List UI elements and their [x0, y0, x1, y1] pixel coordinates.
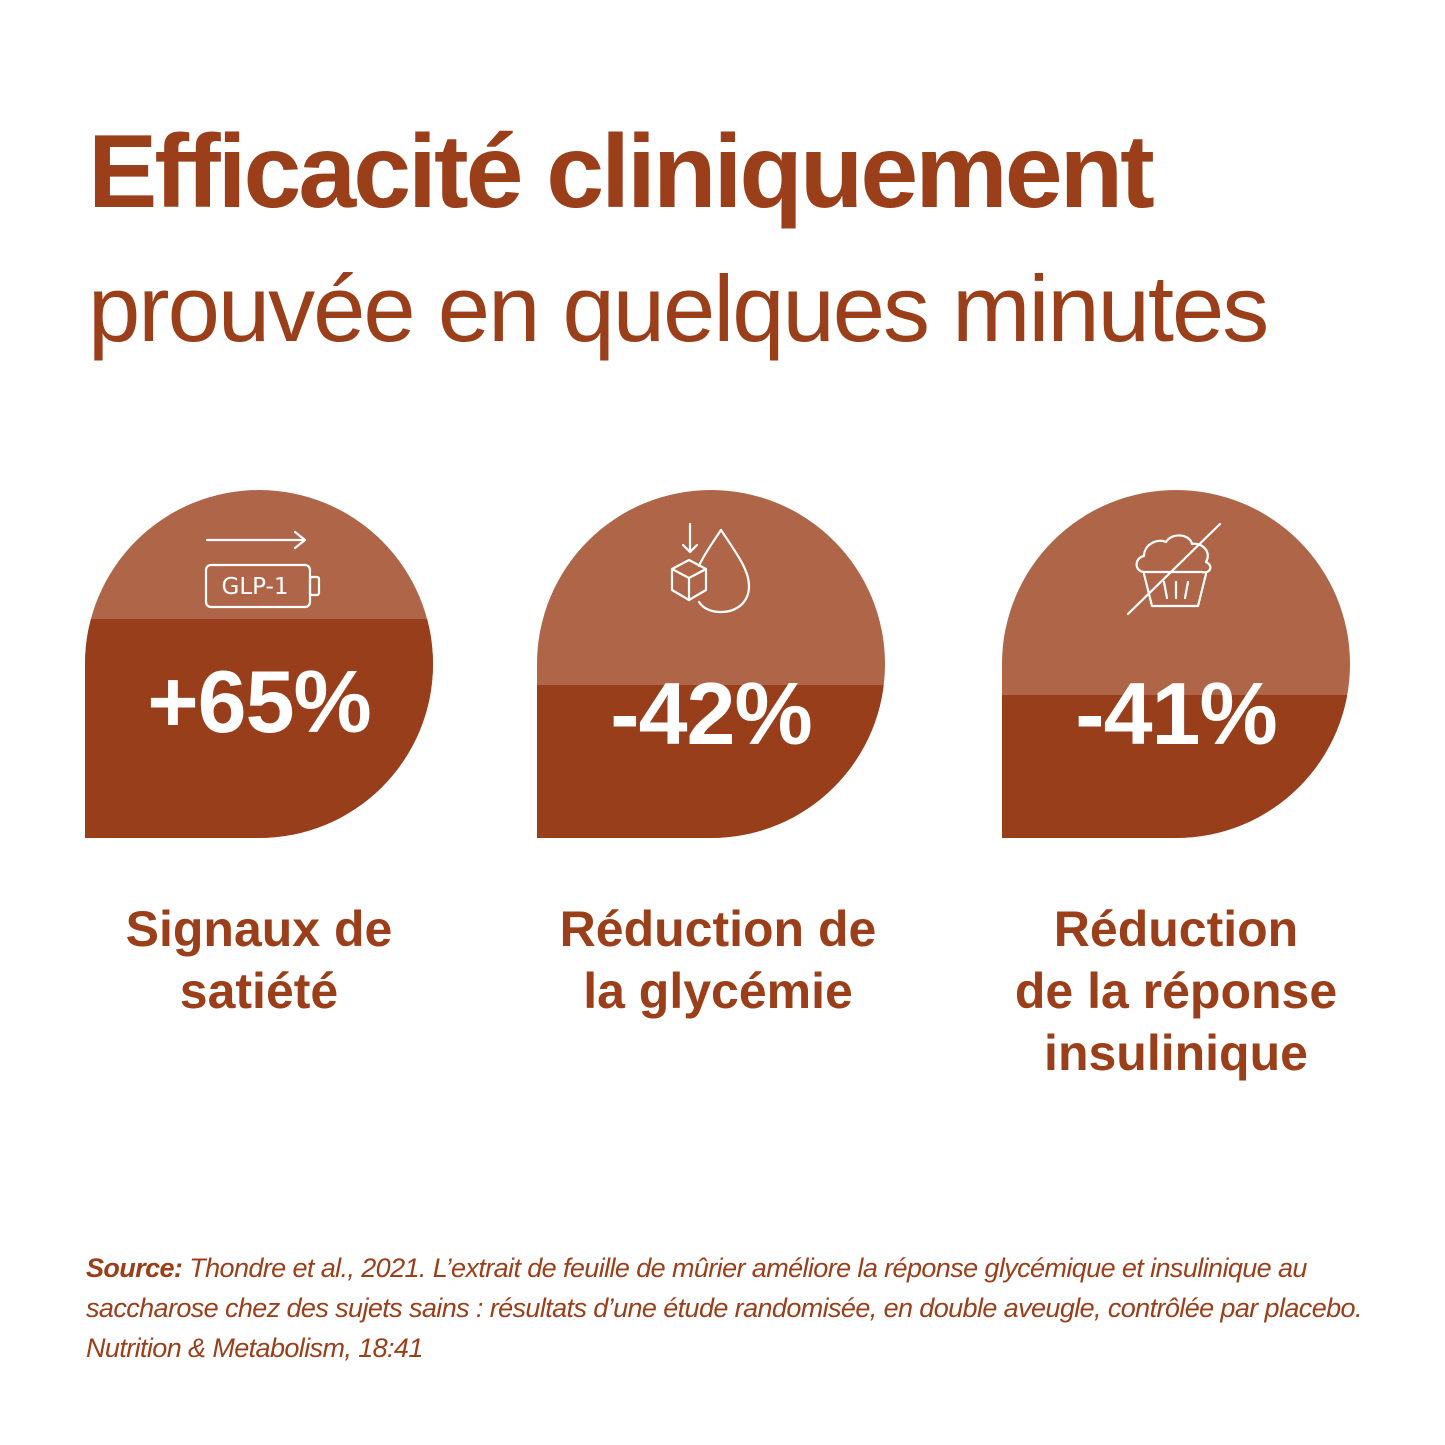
- source-citation: Source: Thondre et al., 2021. L’extrait …: [86, 1248, 1376, 1368]
- page-title-line-1: Efficacité cliniquement: [88, 114, 1155, 230]
- stat-value: -42%: [610, 664, 812, 763]
- page-title-line-2: prouvée en quelques minutes: [88, 256, 1269, 361]
- sugar-cube-drop-icon: [537, 520, 885, 625]
- stat-level-fill: [537, 684, 885, 838]
- stat-label-insulin: Réduction de la réponse insulinique: [1014, 901, 1338, 1081]
- stat-label-glycemia: Réduction de la glycémie: [559, 901, 877, 1019]
- stat-label-satiety: Signaux de satiété: [125, 901, 393, 1019]
- stat-card-insulin: -41%: [1002, 490, 1350, 838]
- glp1-icon-label: GLP-1: [222, 574, 289, 600]
- stat-card-glycemia: -42%: [537, 490, 885, 838]
- stat-card-satiety: GLP-1 +65%: [85, 490, 433, 838]
- source-prefix: Source:: [86, 1253, 183, 1283]
- stat-value: -41%: [1075, 664, 1277, 763]
- stat-level-fill: [1002, 695, 1350, 838]
- glp1-battery-arrow-icon: GLP-1: [85, 528, 433, 623]
- source-text: Thondre et al., 2021. L’extrait de feuil…: [86, 1253, 1362, 1363]
- stat-value: +65%: [147, 652, 372, 751]
- crossed-out-muffin-icon: [1002, 522, 1350, 627]
- stat-level-fill: [85, 618, 433, 838]
